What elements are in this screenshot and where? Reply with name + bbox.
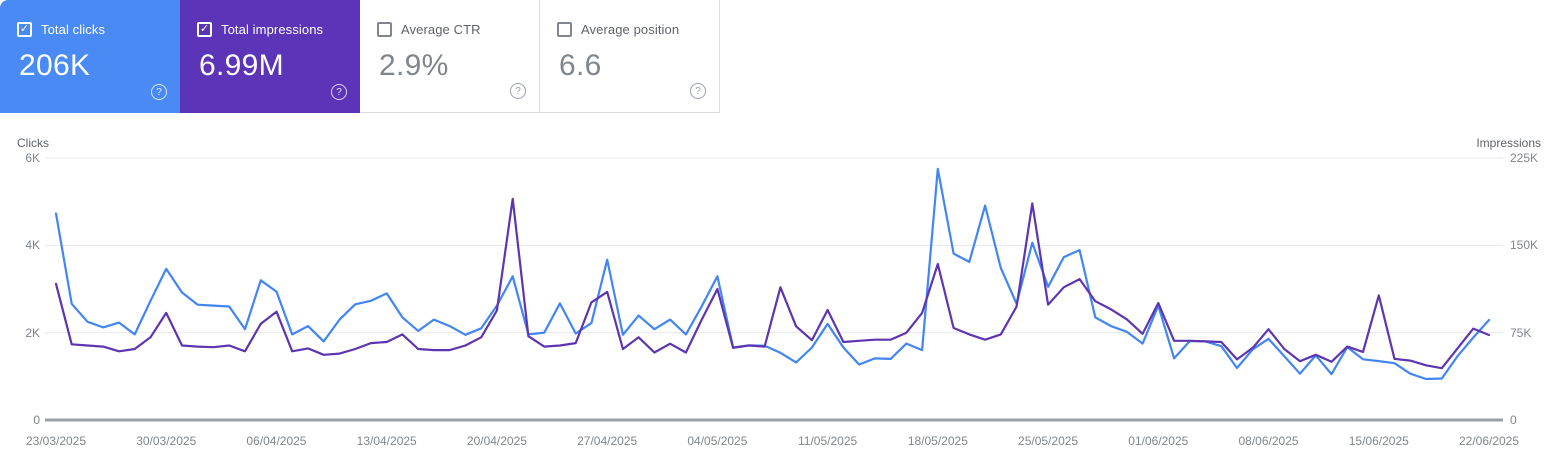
- clicks-line: [54, 167, 1491, 381]
- checkbox-unchecked-icon[interactable]: [557, 22, 572, 37]
- metric-card-label: Total clicks: [41, 22, 106, 37]
- right-axis-title: Impressions: [1476, 136, 1541, 150]
- metric-card-value: 6.99M: [199, 49, 284, 82]
- metric-card-total-clicks[interactable]: Total clicks 206K: [0, 0, 180, 113]
- x-axis-date-label: 18/05/2025: [907, 434, 968, 448]
- checkbox-checked-icon[interactable]: [17, 22, 32, 37]
- performance-chart[interactable]: [0, 150, 1557, 440]
- help-icon[interactable]: [510, 83, 526, 99]
- x-axis-date-label: 15/06/2025: [1348, 434, 1409, 448]
- metric-card-total-impressions[interactable]: Total impressions 6.99M: [180, 0, 360, 113]
- help-icon[interactable]: [690, 83, 706, 99]
- metric-card-value: 6.6: [559, 49, 602, 82]
- metric-card-average-position[interactable]: Average position 6.6: [540, 0, 720, 113]
- x-axis-date-label: 01/06/2025: [1128, 434, 1189, 448]
- left-axis-tick: 6K: [25, 151, 40, 165]
- metric-cards-row: Total clicks 206K Total impressions 6.99…: [0, 0, 722, 113]
- x-axis-date-label: 04/05/2025: [687, 434, 748, 448]
- x-axis-date-label: 30/03/2025: [136, 434, 197, 448]
- metric-card-average-ctr[interactable]: Average CTR 2.9%: [360, 0, 540, 113]
- right-axis-tick: 225K: [1510, 151, 1539, 165]
- right-axis-tick: 150K: [1510, 238, 1539, 253]
- x-axis-date-label: 08/06/2025: [1238, 434, 1299, 448]
- metric-card-label: Average position: [581, 22, 680, 37]
- checkbox-checked-icon[interactable]: [197, 22, 212, 37]
- metric-card-label: Total impressions: [221, 22, 324, 37]
- help-icon[interactable]: [151, 84, 167, 100]
- left-axis-tick: 4K: [25, 238, 40, 253]
- x-axis-date-label: 25/05/2025: [1018, 434, 1079, 448]
- metric-card-value: 2.9%: [379, 49, 449, 82]
- checkbox-unchecked-icon[interactable]: [377, 22, 392, 37]
- right-axis-tick: 0: [1510, 413, 1517, 427]
- x-axis-date-label: 22/06/2025: [1458, 434, 1520, 448]
- left-axis-tick: 2K: [25, 325, 40, 340]
- help-icon[interactable]: [331, 84, 347, 100]
- x-axis-date-label: 20/04/2025: [466, 434, 527, 448]
- x-axis-date-label: 13/04/2025: [356, 434, 417, 448]
- impressions-line: [54, 197, 1491, 370]
- x-axis-date-label: 06/04/2025: [246, 434, 307, 448]
- metric-card-label: Average CTR: [401, 22, 481, 37]
- x-axis-date-label: 27/04/2025: [577, 434, 638, 448]
- x-axis-date-label: 11/05/2025: [798, 434, 858, 448]
- left-axis-tick: 0: [33, 413, 40, 427]
- left-axis-title: Clicks: [17, 136, 49, 150]
- metric-card-value: 206K: [19, 49, 91, 82]
- chart-panel: Clicks Impressions 6K 4K 2K 0 225K 150K 75K 0 23…: [0, 113, 1557, 474]
- right-axis-tick: 75K: [1510, 325, 1532, 340]
- x-axis-date-label: 23/03/2025: [25, 434, 87, 448]
